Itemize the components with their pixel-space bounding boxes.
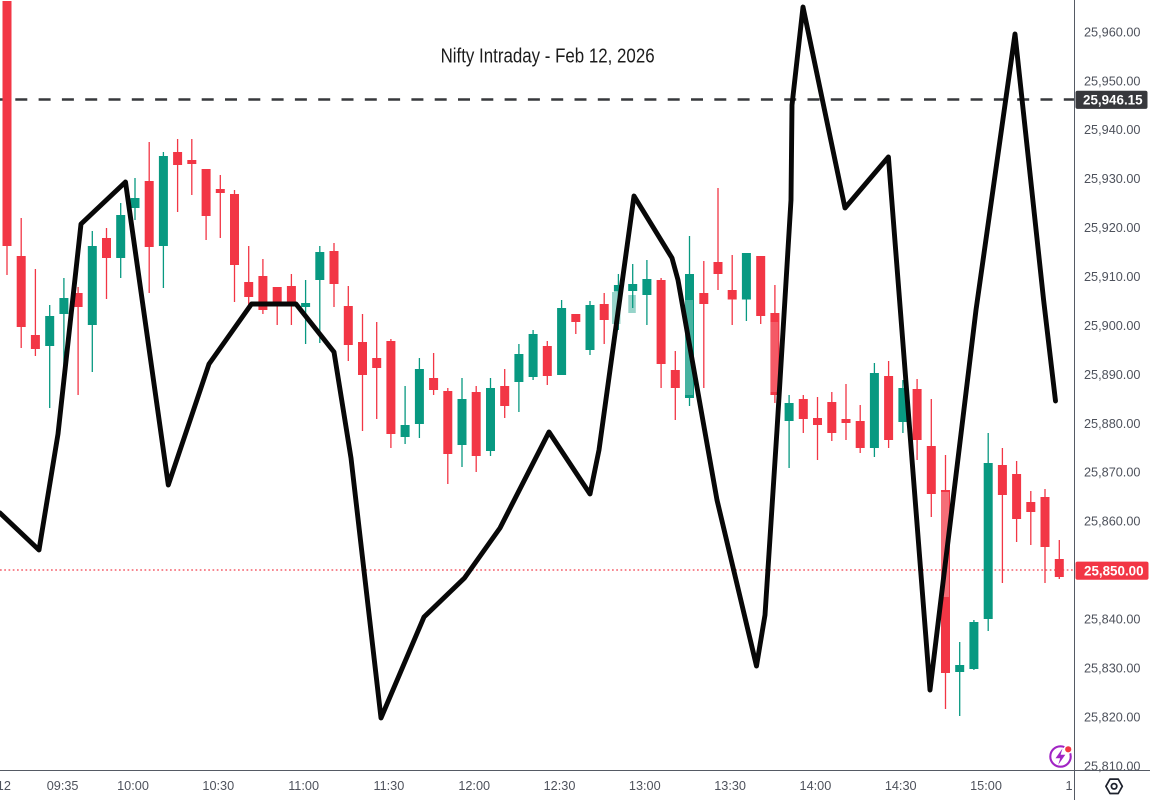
svg-text:1: 1 bbox=[1065, 779, 1072, 793]
svg-text:13:00: 13:00 bbox=[629, 779, 661, 793]
svg-text:09:35: 09:35 bbox=[47, 779, 79, 793]
svg-text:14:30: 14:30 bbox=[885, 779, 917, 793]
svg-text:15:00: 15:00 bbox=[970, 779, 1002, 793]
svg-text:12:00: 12:00 bbox=[458, 779, 490, 793]
svg-text:25,920.00: 25,920.00 bbox=[1084, 221, 1140, 235]
svg-text:11:00: 11:00 bbox=[288, 779, 319, 793]
svg-text:25,860.00: 25,860.00 bbox=[1084, 515, 1140, 529]
svg-text:25,880.00: 25,880.00 bbox=[1084, 417, 1140, 431]
svg-text:25,830.00: 25,830.00 bbox=[1084, 662, 1140, 676]
svg-text:12:30: 12:30 bbox=[544, 779, 576, 793]
svg-text:25,890.00: 25,890.00 bbox=[1084, 368, 1140, 382]
svg-text:25,930.00: 25,930.00 bbox=[1084, 172, 1140, 186]
svg-text:11:30: 11:30 bbox=[373, 779, 404, 793]
svg-text:25,870.00: 25,870.00 bbox=[1084, 466, 1140, 480]
svg-text:25,810.00: 25,810.00 bbox=[1084, 759, 1140, 773]
svg-text:Nifty Intraday - Feb 12, 2026: Nifty Intraday - Feb 12, 2026 bbox=[441, 44, 655, 67]
svg-text:13:30: 13:30 bbox=[714, 779, 746, 793]
svg-text:25,850.00: 25,850.00 bbox=[1084, 564, 1144, 579]
svg-text:25,910.00: 25,910.00 bbox=[1084, 270, 1140, 284]
svg-text:25,940.00: 25,940.00 bbox=[1084, 123, 1140, 137]
svg-text:09:12: 09:12 bbox=[0, 779, 11, 793]
svg-text:25,820.00: 25,820.00 bbox=[1084, 710, 1140, 724]
svg-text:10:00: 10:00 bbox=[117, 779, 149, 793]
svg-text:14:00: 14:00 bbox=[800, 779, 832, 793]
svg-text:10:30: 10:30 bbox=[202, 779, 234, 793]
svg-text:25,950.00: 25,950.00 bbox=[1084, 74, 1140, 88]
svg-text:25,946.15: 25,946.15 bbox=[1083, 93, 1143, 108]
svg-text:25,960.00: 25,960.00 bbox=[1084, 25, 1140, 39]
svg-text:25,840.00: 25,840.00 bbox=[1084, 613, 1140, 627]
svg-text:25,900.00: 25,900.00 bbox=[1084, 319, 1140, 333]
